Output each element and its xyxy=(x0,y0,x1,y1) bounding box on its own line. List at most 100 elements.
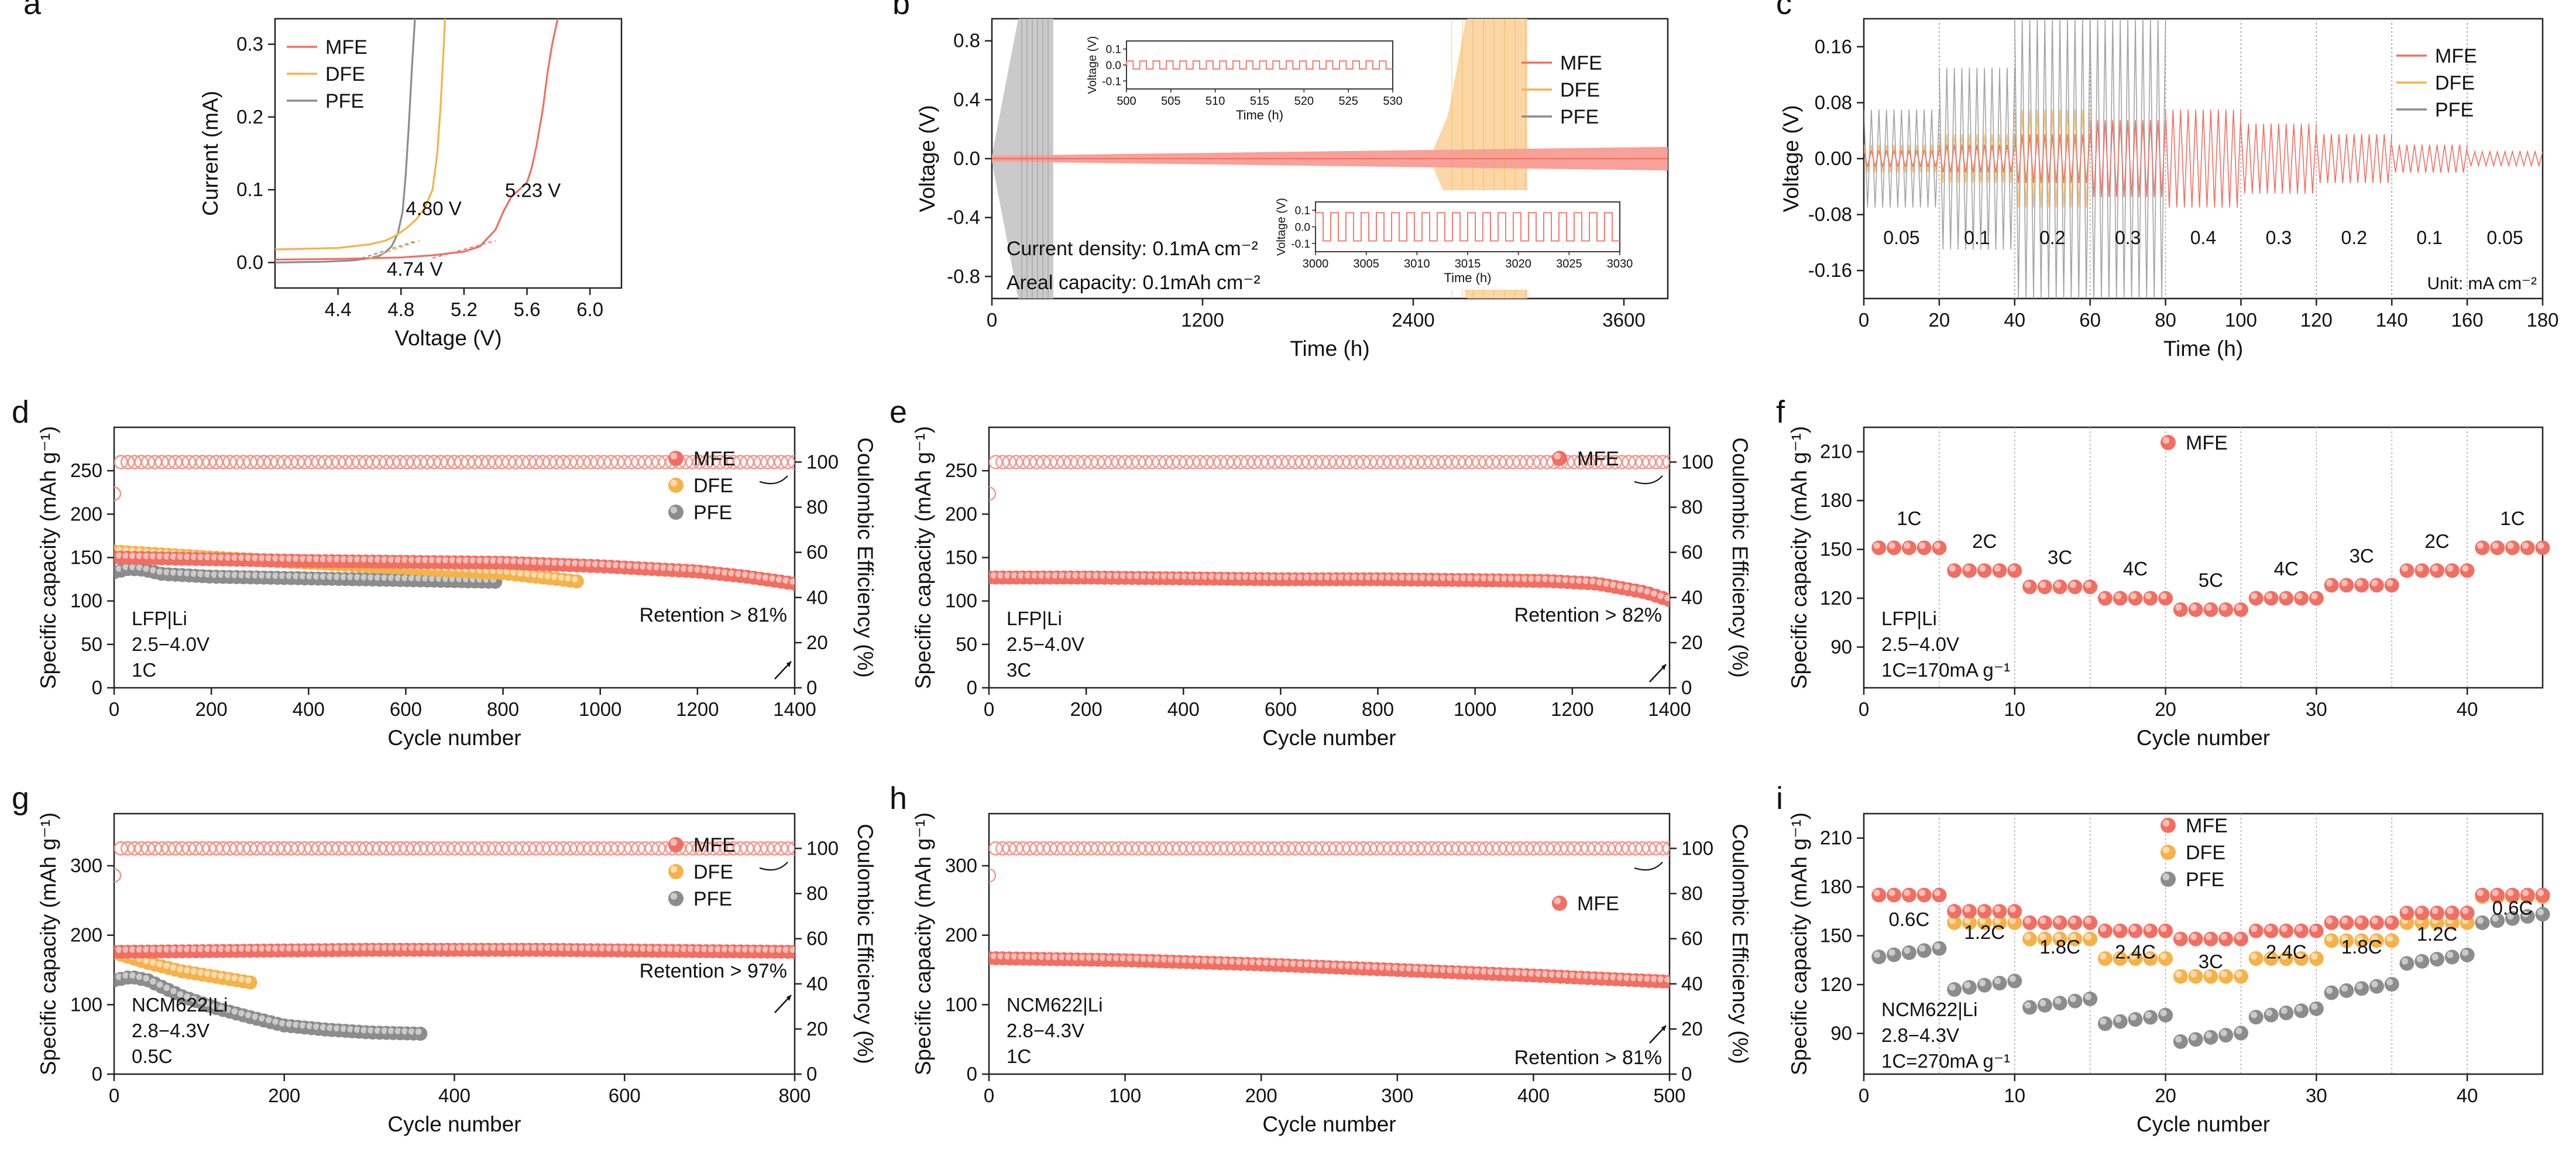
ce-point-MFE xyxy=(1635,455,1650,469)
marker-highlight xyxy=(1487,968,1494,975)
marker-highlight xyxy=(510,558,517,564)
marker-highlight xyxy=(327,573,334,580)
rate-point-DFE xyxy=(2248,951,2264,966)
y-tick-label: 150 xyxy=(70,547,102,568)
marker-highlight xyxy=(1317,961,1324,968)
ce-point-MFE xyxy=(726,841,741,856)
ce-point-MFE xyxy=(1472,841,1486,856)
rate-point-MFE xyxy=(2052,580,2067,595)
marker-highlight xyxy=(701,567,707,574)
marker-highlight xyxy=(2084,581,2091,588)
rate-series-DFE xyxy=(1871,887,2550,984)
ce-point-MFE xyxy=(1090,841,1105,856)
ce-point-MFE xyxy=(726,455,741,469)
ce-point-MFE xyxy=(989,841,1003,856)
ce-point-MFE xyxy=(1444,841,1459,856)
legend-label-DFE: DFE xyxy=(693,861,733,883)
x-axis-label: Time (h) xyxy=(1290,337,1369,361)
y-tick-label: 100 xyxy=(945,590,977,612)
marker-highlight xyxy=(1310,961,1317,968)
marker-highlight xyxy=(2145,953,2152,960)
marker-highlight xyxy=(1603,580,1610,587)
marker-highlight xyxy=(1623,974,1630,981)
ce-point-MFE xyxy=(1615,455,1629,469)
marker-highlight xyxy=(2205,1031,2213,1039)
ce-point-MFE xyxy=(637,455,652,469)
marker-highlight xyxy=(129,553,136,559)
inset-x-tick-label: 3030 xyxy=(1607,258,1633,270)
ce-point-MFE xyxy=(1322,455,1337,469)
ce-point-MFE xyxy=(181,841,197,856)
marker-highlight xyxy=(755,573,762,580)
rate-point-MFE xyxy=(1932,887,1947,903)
marker-highlight xyxy=(2024,1002,2031,1009)
marker-highlight xyxy=(633,945,640,952)
marker-highlight xyxy=(388,1027,394,1034)
ce-point-MFE xyxy=(1376,455,1391,469)
x-tick-label: 1200 xyxy=(1551,698,1593,720)
ce-point-MFE xyxy=(161,455,176,469)
rate-point-MFE xyxy=(1887,540,1902,556)
marker-highlight xyxy=(1263,959,1269,966)
x-tick-label: 40 xyxy=(2004,309,2025,331)
marker-highlight xyxy=(422,557,429,564)
ce-point-MFE xyxy=(1145,455,1160,469)
marker-highlight xyxy=(211,971,218,978)
legend-label-PFE: PFE xyxy=(693,502,732,524)
ce-point-MFE xyxy=(699,455,714,469)
marker-highlight xyxy=(769,575,776,582)
ce-point-MFE xyxy=(1403,841,1418,856)
marker-highlight xyxy=(1099,572,1106,579)
marker-highlight xyxy=(1018,572,1025,579)
ce-point-MFE xyxy=(624,841,639,856)
ce-point-MFE xyxy=(413,455,428,469)
inset-background xyxy=(1275,190,1632,290)
marker-highlight xyxy=(313,945,320,952)
rate-point-MFE xyxy=(1871,887,1887,903)
ce-point-MFE xyxy=(1152,841,1166,856)
marker-highlight xyxy=(1933,889,1941,896)
marker-highlight xyxy=(1059,954,1065,961)
capacity-series-MFE xyxy=(114,942,795,959)
marker-highlight xyxy=(789,578,795,585)
ce-point-MFE xyxy=(236,841,251,856)
series-group xyxy=(114,455,795,591)
marker-highlight xyxy=(1596,579,1603,586)
capacity-point-DFE xyxy=(243,975,257,990)
x-tick-label: 20 xyxy=(2155,1085,2176,1106)
marker-highlight xyxy=(2235,604,2242,611)
legend-label-MFE: MFE xyxy=(325,36,367,59)
marker-highlight xyxy=(231,554,238,561)
series-group xyxy=(989,455,1670,608)
y-tick-label: 0.3 xyxy=(236,33,263,55)
marker-highlight xyxy=(2311,925,2318,932)
rate-point-DFE xyxy=(2384,933,2399,948)
x-tick-label: 200 xyxy=(1070,698,1102,720)
ce-point-MFE xyxy=(651,455,666,469)
y2-tick-label: 80 xyxy=(806,496,828,518)
marker-highlight xyxy=(313,556,320,563)
ce-point-MFE xyxy=(243,841,257,856)
ce-point-MFE xyxy=(304,455,319,469)
rate-point-MFE xyxy=(2097,923,2113,938)
ce-point-MFE xyxy=(1601,841,1616,856)
cell-condition-text: 1C=170mA g⁻¹ xyxy=(1881,659,2010,681)
marker-highlight xyxy=(1453,574,1460,581)
ce-point-MFE xyxy=(1315,841,1330,856)
y-tick-label: 150 xyxy=(1820,539,1852,560)
y2-tick-label: 60 xyxy=(806,541,828,563)
ce-point-MFE xyxy=(1349,455,1364,469)
x-tick-label: 0 xyxy=(109,698,119,720)
marker-highlight xyxy=(367,944,374,951)
ce-point-MFE xyxy=(1587,841,1602,856)
y2-tick-label: 100 xyxy=(806,837,839,859)
marker-highlight xyxy=(272,945,279,952)
ce-point-MFE xyxy=(1478,455,1493,469)
marker-highlight xyxy=(2069,995,2077,1002)
ce-point-MFE xyxy=(263,841,278,856)
marker-highlight xyxy=(1011,953,1018,960)
marker-highlight xyxy=(531,944,538,951)
marker-highlight xyxy=(715,946,722,952)
